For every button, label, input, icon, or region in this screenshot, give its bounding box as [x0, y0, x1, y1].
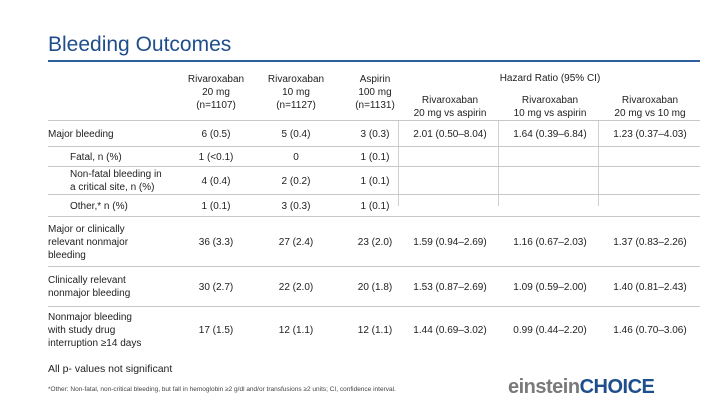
cell-hr3: 1.37 (0.83–2.26) [613, 236, 687, 248]
table-row: Nonmajor bleeding with study drug interr… [48, 306, 700, 353]
cell-aspirin: 1 (0.1) [360, 151, 390, 163]
header-aspirin: Aspirin 100 mg (n=1131) [355, 74, 395, 111]
logo-part-einstein: einstein [508, 376, 580, 398]
cell-riva10: 27 (2.4) [278, 236, 314, 248]
cell-hr2: 1.16 (0.67–2.03) [513, 236, 587, 248]
cell-riva20: 4 (0.4) [201, 175, 231, 187]
header-rivaroxaban-10: Rivaroxaban 10 mg (n=1127) [267, 74, 325, 111]
header-rivaroxaban-20: Rivaroxaban 20 mg (n=1107) [187, 74, 245, 111]
cell-hr1: 1.53 (0.87–2.69) [413, 281, 487, 293]
einstein-choice-logo: einsteinCHOICE [508, 376, 655, 399]
cell-hr2: 0.99 (0.44–2.20) [513, 324, 587, 336]
cell-aspirin: 1 (0.1) [360, 200, 390, 212]
cell-riva10: 12 (1.1) [278, 324, 314, 336]
table-row: Other,* n (%) 1 (0.1) 3 (0.3) 1 (0.1) [48, 194, 700, 217]
cell-riva10: 2 (0.2) [281, 175, 311, 187]
cell-hr3: 1.23 (0.37–4.03) [613, 128, 687, 140]
cell-aspirin: 23 (2.0) [357, 236, 393, 248]
row-label: Major or clinically relevant nonmajor bl… [48, 223, 129, 261]
footnote: *Other: Non-fatal, non-critical bleeding… [48, 386, 396, 393]
slide-title: Bleeding Outcomes [48, 33, 232, 56]
row-label: Non-fatal bleeding in a critical site, n… [70, 169, 162, 193]
table-row: Clinically relevant nonmajor bleeding 30… [48, 266, 700, 307]
row-label: Clinically relevant nonmajor bleeding [48, 275, 131, 299]
table-row: Non-fatal bleeding in a critical site, n… [48, 166, 700, 195]
significance-note: All p- values not significant [48, 363, 173, 375]
header-hr-10-vs-aspirin: Rivaroxaban 10 mg vs aspirin [513, 95, 587, 119]
column-divider [498, 120, 499, 206]
cell-hr2: 1.64 (0.39–6.84) [513, 128, 587, 140]
row-label: Major bleeding [48, 128, 114, 140]
cell-hr1: 1.44 (0.69–3.02) [413, 324, 487, 336]
table-row: Major or clinically relevant nonmajor bl… [48, 216, 700, 267]
cell-riva20: 17 (1.5) [198, 324, 234, 336]
cell-riva20: 6 (0.5) [201, 128, 231, 140]
column-divider [598, 120, 599, 206]
header-hazard-ratio: Hazard Ratio (95% CI) [499, 73, 601, 84]
cell-aspirin: 12 (1.1) [357, 324, 393, 336]
header-hr-20-vs-10: Rivaroxaban 20 mg vs 10 mg [614, 95, 686, 119]
cell-aspirin: 3 (0.3) [360, 128, 390, 140]
row-label: Other,* n (%) [70, 200, 128, 212]
header-hr-20-vs-aspirin: Rivaroxaban 20 mg vs aspirin [413, 95, 487, 119]
cell-riva20: 36 (3.3) [198, 236, 234, 248]
cell-aspirin: 1 (0.1) [360, 175, 390, 187]
table-row: Fatal, n (%) 1 (<0.1) 0 1 (0.1) [48, 146, 700, 167]
cell-riva10: 0 [293, 151, 299, 163]
table-row: Major bleeding 6 (0.5) 5 (0.4) 3 (0.3) 2… [48, 120, 700, 147]
cell-riva10: 22 (2.0) [278, 281, 314, 293]
cell-riva10: 5 (0.4) [281, 128, 311, 140]
cell-hr3: 1.46 (0.70–3.06) [613, 324, 687, 336]
logo-part-choice: CHOICE [579, 376, 655, 398]
row-label: Nonmajor bleeding with study drug interr… [48, 311, 142, 349]
title-rule [48, 60, 700, 62]
cell-riva20: 30 (2.7) [198, 281, 234, 293]
cell-riva20: 1 (0.1) [201, 200, 231, 212]
column-divider [398, 120, 399, 206]
row-label: Fatal, n (%) [70, 151, 122, 163]
cell-hr2: 1.09 (0.59–2.00) [513, 281, 587, 293]
cell-riva10: 3 (0.3) [281, 200, 311, 212]
cell-aspirin: 20 (1.8) [357, 281, 393, 293]
cell-hr3: 1.40 (0.81–2.43) [613, 281, 687, 293]
cell-riva20: 1 (<0.1) [198, 151, 234, 163]
cell-hr1: 1.59 (0.94–2.69) [413, 236, 487, 248]
cell-hr1: 2.01 (0.50–8.04) [413, 128, 487, 140]
